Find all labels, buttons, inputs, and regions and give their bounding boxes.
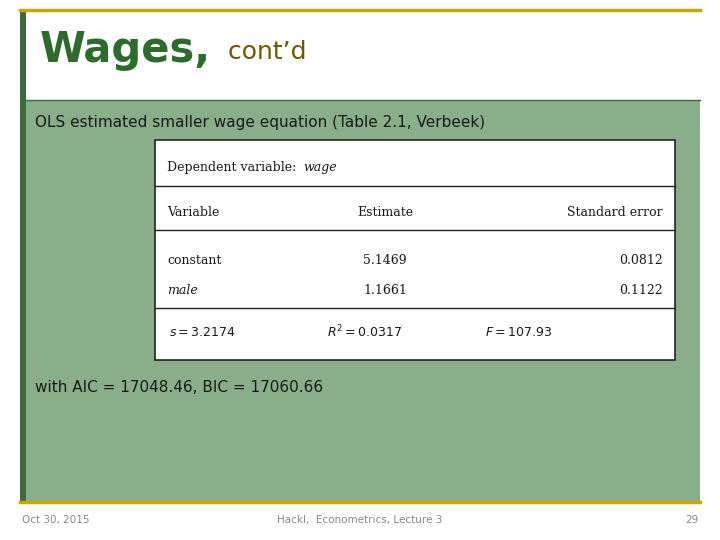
Text: constant: constant bbox=[167, 253, 221, 267]
Text: OLS estimated smaller wage equation (Table 2.1, Verbeek): OLS estimated smaller wage equation (Tab… bbox=[35, 114, 485, 130]
Text: wage: wage bbox=[303, 161, 337, 174]
Text: cont’d: cont’d bbox=[220, 40, 307, 64]
Bar bbox=[155, 140, 675, 360]
Bar bbox=[26, 10, 700, 100]
Text: Dependent variable:: Dependent variable: bbox=[167, 161, 300, 174]
Text: Standard error: Standard error bbox=[567, 206, 663, 219]
Text: 5.1469: 5.1469 bbox=[363, 253, 407, 267]
Text: 0.0812: 0.0812 bbox=[619, 253, 663, 267]
Text: Hackl,  Econometrics, Lecture 3: Hackl, Econometrics, Lecture 3 bbox=[277, 515, 443, 525]
Text: 29: 29 bbox=[685, 515, 698, 525]
Text: male: male bbox=[167, 284, 198, 296]
Text: $R^2 = 0.0317$: $R^2 = 0.0317$ bbox=[327, 323, 402, 340]
Text: with AIC = 17048.46, BIC = 17060.66: with AIC = 17048.46, BIC = 17060.66 bbox=[35, 381, 323, 395]
Text: Oct 30, 2015: Oct 30, 2015 bbox=[22, 515, 89, 525]
Text: 0.1122: 0.1122 bbox=[619, 284, 663, 296]
Text: Wages,: Wages, bbox=[40, 29, 211, 71]
Bar bbox=[20, 10, 26, 502]
Text: Variable: Variable bbox=[167, 206, 220, 219]
Text: 1.1661: 1.1661 bbox=[363, 284, 407, 296]
Text: Estimate: Estimate bbox=[357, 206, 413, 219]
Bar bbox=[26, 100, 700, 502]
Text: $F = 107.93$: $F = 107.93$ bbox=[485, 326, 552, 339]
Text: $s = 3.2174$: $s = 3.2174$ bbox=[169, 326, 235, 339]
